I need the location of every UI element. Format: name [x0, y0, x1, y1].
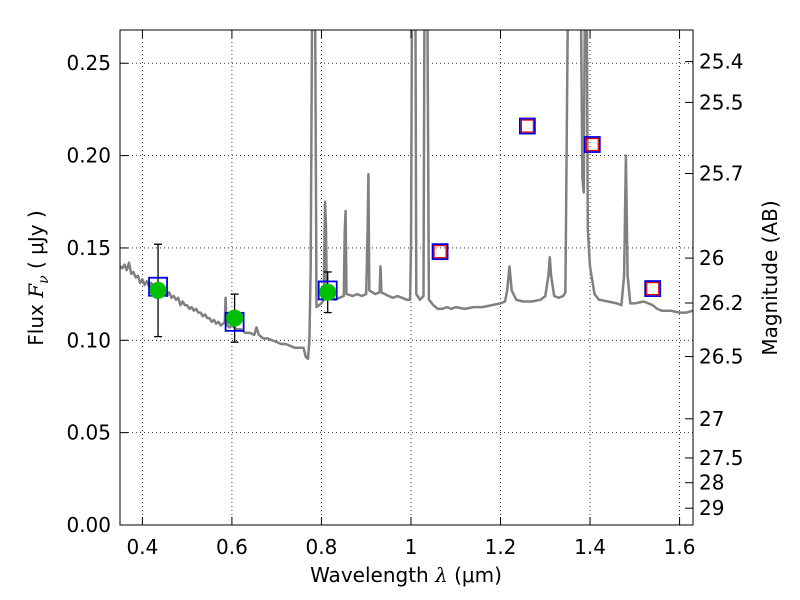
observed-point [319, 283, 337, 301]
y-tick-label: 0.10 [66, 328, 111, 352]
predicted-point [433, 245, 447, 259]
model-photometry-box [583, 136, 601, 153]
y-tick-label: 0.20 [66, 144, 111, 168]
model-photometry-box [431, 243, 449, 261]
model-spectrum-line [120, 30, 693, 361]
y-axis-ticks: 0.00 0.05 0.10 0.15 0.20 0.25 [66, 51, 128, 537]
magnitude-tick-label: 29 [699, 496, 724, 520]
magnitude-tick-label: 27.5 [699, 446, 744, 470]
predicted-point [520, 119, 534, 133]
x-axis-label: Wavelength λ (μm) [310, 563, 502, 587]
y-tick-label: 0.00 [66, 513, 111, 537]
observed-photometry-points [149, 281, 337, 327]
magnitude-tick-label: 27 [699, 407, 724, 431]
x-axis-ticks: 0.4 0.6 0.8 1 1.2 1.4 1.6 [126, 30, 695, 559]
x-tick-label: 1.6 [664, 535, 696, 559]
y-tick-label: 0.15 [66, 236, 111, 260]
model-photometry-box [644, 280, 662, 297]
magnitude-tick-label: 25.7 [699, 162, 744, 186]
y-tick-label: 0.05 [66, 421, 111, 445]
predicted-point [585, 137, 599, 152]
x-tick-label: 1.4 [574, 535, 606, 559]
plot-frame [119, 29, 694, 526]
y2-axis-label: Magnitude (AB) [758, 200, 782, 355]
y-tick-label: 0.25 [66, 51, 111, 75]
x-tick-label: 1 [405, 535, 418, 559]
observed-point [226, 309, 244, 327]
magnitude-tick-label: 26 [699, 246, 724, 270]
magnitude-tick-label: 25.5 [699, 90, 744, 114]
y-axis-label: Flux Fν ( μJy ) [24, 210, 52, 345]
magnitude-tick-label: 26.2 [699, 291, 744, 315]
magnitude-tick-label: 28 [699, 471, 724, 495]
grid-lines [120, 30, 693, 526]
predicted-photometry-points [433, 119, 660, 296]
magnitude-tick-label: 26.5 [699, 345, 744, 369]
x-tick-label: 0.4 [126, 535, 158, 559]
x-tick-label: 0.8 [306, 535, 338, 559]
predicted-point [646, 281, 660, 296]
model-photometry-box [518, 117, 536, 135]
observed-point [149, 281, 167, 299]
x-tick-label: 0.6 [216, 535, 248, 559]
x-tick-label: 1.2 [485, 535, 517, 559]
magnitude-tick-label: 25.4 [699, 50, 744, 74]
